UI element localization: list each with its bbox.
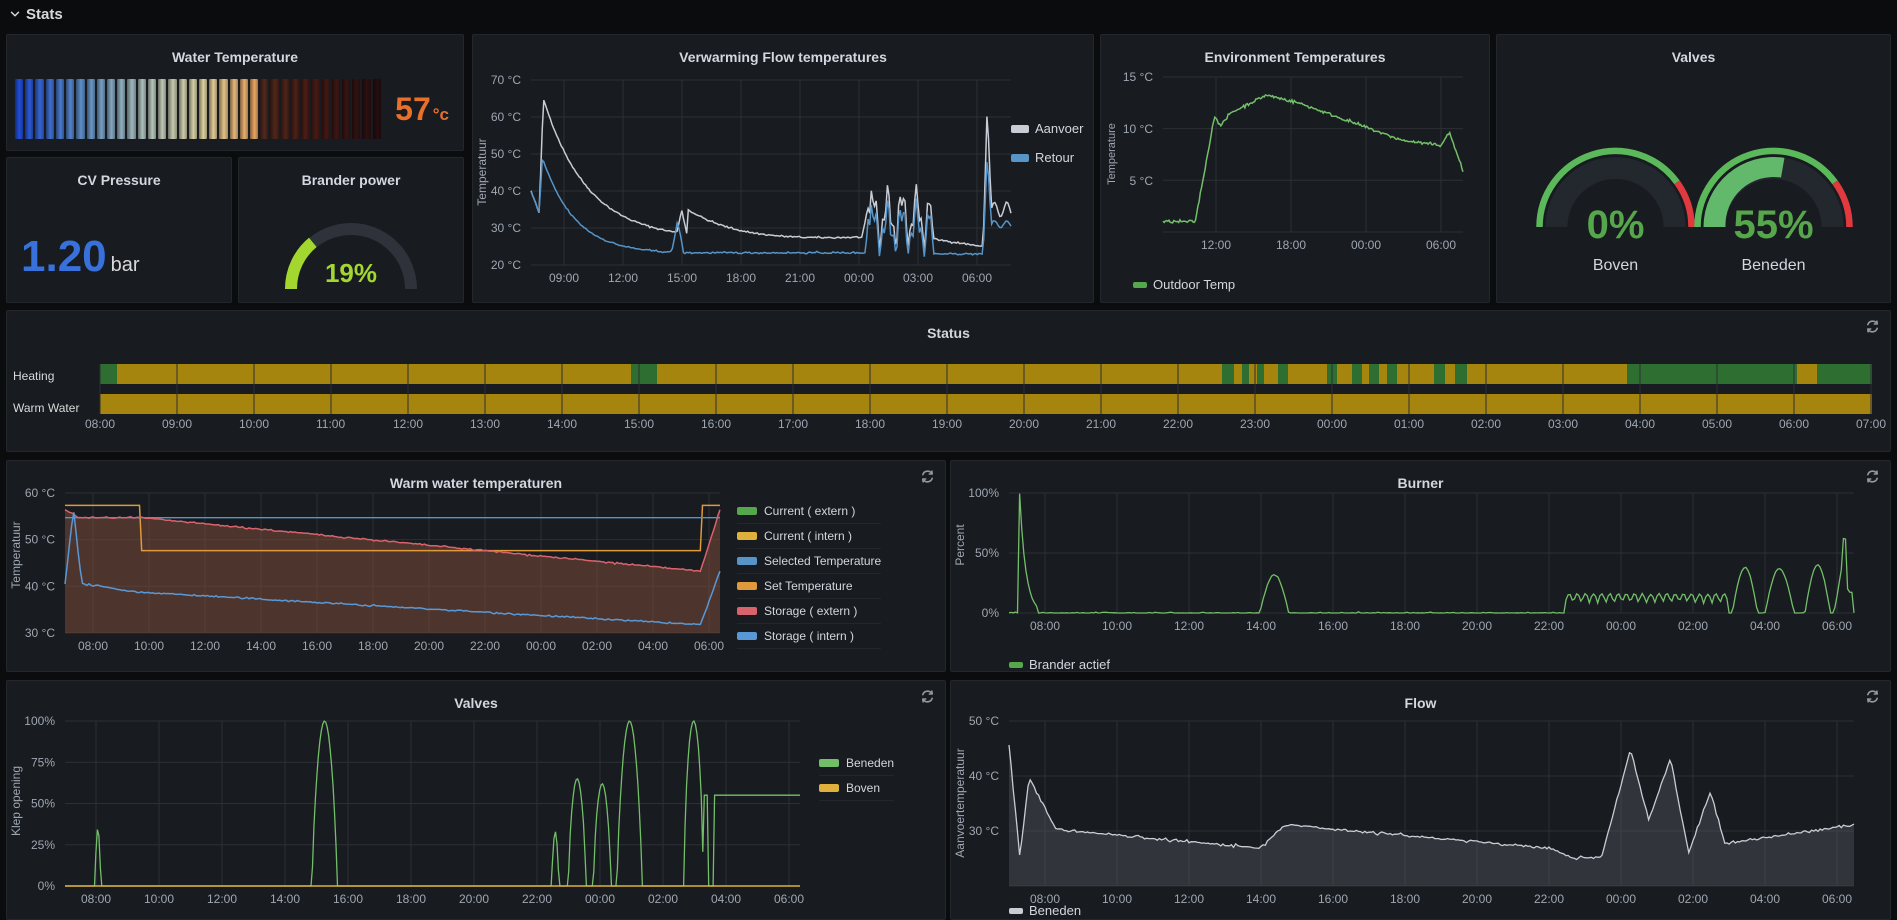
svg-text:12:00: 12:00 xyxy=(608,271,638,285)
svg-text:Beneden: Beneden xyxy=(1741,257,1805,274)
svg-text:12:00: 12:00 xyxy=(190,639,220,653)
svg-text:70 °C: 70 °C xyxy=(491,73,521,87)
svg-text:14:00: 14:00 xyxy=(1246,892,1276,906)
svg-text:50%: 50% xyxy=(31,797,55,811)
svg-text:08:00: 08:00 xyxy=(1030,619,1060,633)
svg-text:09:00: 09:00 xyxy=(549,271,579,285)
svg-text:16:00: 16:00 xyxy=(1318,892,1348,906)
svg-text:02:00: 02:00 xyxy=(1678,619,1708,633)
svg-text:02:00: 02:00 xyxy=(648,892,678,906)
svg-text:100%: 100% xyxy=(24,714,55,728)
svg-text:00:00: 00:00 xyxy=(1606,619,1636,633)
svg-text:18:00: 18:00 xyxy=(1276,238,1306,252)
svg-text:0%: 0% xyxy=(38,879,56,893)
svg-text:04:00: 04:00 xyxy=(1750,892,1780,906)
svg-text:Temperature: Temperature xyxy=(1106,123,1118,185)
svg-text:18:00: 18:00 xyxy=(1390,619,1420,633)
svg-text:22:00: 22:00 xyxy=(1534,619,1564,633)
svg-text:10:00: 10:00 xyxy=(1102,619,1132,633)
svg-text:18:00: 18:00 xyxy=(1390,892,1420,906)
svg-text:16:00: 16:00 xyxy=(1318,619,1348,633)
svg-text:02:00: 02:00 xyxy=(1678,892,1708,906)
svg-text:10:00: 10:00 xyxy=(144,892,174,906)
svg-text:50 °C: 50 °C xyxy=(491,147,521,161)
svg-text:Temperatuur: Temperatuur xyxy=(475,138,489,205)
svg-text:00:00: 00:00 xyxy=(1606,892,1636,906)
svg-text:50%: 50% xyxy=(975,546,999,560)
svg-text:30 °C: 30 °C xyxy=(25,626,55,640)
svg-text:06:00: 06:00 xyxy=(694,639,724,653)
svg-text:15 °C: 15 °C xyxy=(1123,70,1153,84)
svg-text:14:00: 14:00 xyxy=(1246,619,1276,633)
svg-text:Klep opening: Klep opening xyxy=(9,766,23,836)
svg-text:22:00: 22:00 xyxy=(470,639,500,653)
svg-text:06:00: 06:00 xyxy=(962,271,992,285)
svg-text:100%: 100% xyxy=(968,486,999,500)
svg-text:40 °C: 40 °C xyxy=(25,579,55,593)
svg-text:12:00: 12:00 xyxy=(1174,892,1204,906)
svg-text:5 °C: 5 °C xyxy=(1130,174,1154,188)
svg-text:20:00: 20:00 xyxy=(414,639,444,653)
svg-text:18:00: 18:00 xyxy=(358,639,388,653)
svg-text:Temperatuur: Temperatuur xyxy=(9,521,23,588)
svg-text:12:00: 12:00 xyxy=(1174,619,1204,633)
svg-text:60 °C: 60 °C xyxy=(491,110,521,124)
svg-text:12:00: 12:00 xyxy=(1201,238,1231,252)
svg-text:16:00: 16:00 xyxy=(333,892,363,906)
svg-text:40 °C: 40 °C xyxy=(969,769,999,783)
svg-text:18:00: 18:00 xyxy=(396,892,426,906)
svg-text:00:00: 00:00 xyxy=(585,892,615,906)
svg-text:Percent: Percent xyxy=(953,524,967,566)
svg-text:03:00: 03:00 xyxy=(903,271,933,285)
svg-text:20:00: 20:00 xyxy=(1462,892,1492,906)
svg-text:00:00: 00:00 xyxy=(526,639,556,653)
svg-text:00:00: 00:00 xyxy=(1351,238,1381,252)
svg-text:20:00: 20:00 xyxy=(459,892,489,906)
svg-text:16:00: 16:00 xyxy=(302,639,332,653)
svg-text:50 °C: 50 °C xyxy=(969,714,999,728)
svg-text:15:00: 15:00 xyxy=(667,271,697,285)
svg-text:50 °C: 50 °C xyxy=(25,533,55,547)
svg-text:14:00: 14:00 xyxy=(246,639,276,653)
svg-text:21:00: 21:00 xyxy=(785,271,815,285)
svg-text:60 °C: 60 °C xyxy=(25,486,55,500)
svg-text:10:00: 10:00 xyxy=(1102,892,1132,906)
svg-text:30 °C: 30 °C xyxy=(491,221,521,235)
svg-text:04:00: 04:00 xyxy=(711,892,741,906)
svg-text:20:00: 20:00 xyxy=(1462,619,1492,633)
svg-text:40 °C: 40 °C xyxy=(491,184,521,198)
svg-text:12:00: 12:00 xyxy=(207,892,237,906)
svg-text:18:00: 18:00 xyxy=(726,271,756,285)
svg-text:06:00: 06:00 xyxy=(774,892,804,906)
svg-text:Aanvoertemperatuur: Aanvoertemperatuur xyxy=(953,748,967,857)
svg-text:10 °C: 10 °C xyxy=(1123,122,1153,136)
svg-text:19%: 19% xyxy=(325,258,377,288)
svg-text:08:00: 08:00 xyxy=(78,639,108,653)
svg-text:75%: 75% xyxy=(31,756,55,770)
svg-text:30 °C: 30 °C xyxy=(969,824,999,838)
svg-text:22:00: 22:00 xyxy=(1534,892,1564,906)
svg-text:0%: 0% xyxy=(982,606,1000,620)
svg-text:0%: 0% xyxy=(1587,203,1645,247)
svg-text:14:00: 14:00 xyxy=(270,892,300,906)
svg-text:25%: 25% xyxy=(31,838,55,852)
svg-text:06:00: 06:00 xyxy=(1426,238,1456,252)
svg-text:02:00: 02:00 xyxy=(582,639,612,653)
svg-text:00:00: 00:00 xyxy=(844,271,874,285)
svg-text:10:00: 10:00 xyxy=(134,639,164,653)
svg-text:06:00: 06:00 xyxy=(1822,619,1852,633)
svg-text:Boven: Boven xyxy=(1593,257,1638,274)
svg-text:04:00: 04:00 xyxy=(638,639,668,653)
svg-text:22:00: 22:00 xyxy=(522,892,552,906)
svg-text:08:00: 08:00 xyxy=(81,892,111,906)
svg-text:55%: 55% xyxy=(1733,203,1813,247)
svg-text:20 °C: 20 °C xyxy=(491,258,521,272)
svg-text:06:00: 06:00 xyxy=(1822,892,1852,906)
svg-text:04:00: 04:00 xyxy=(1750,619,1780,633)
